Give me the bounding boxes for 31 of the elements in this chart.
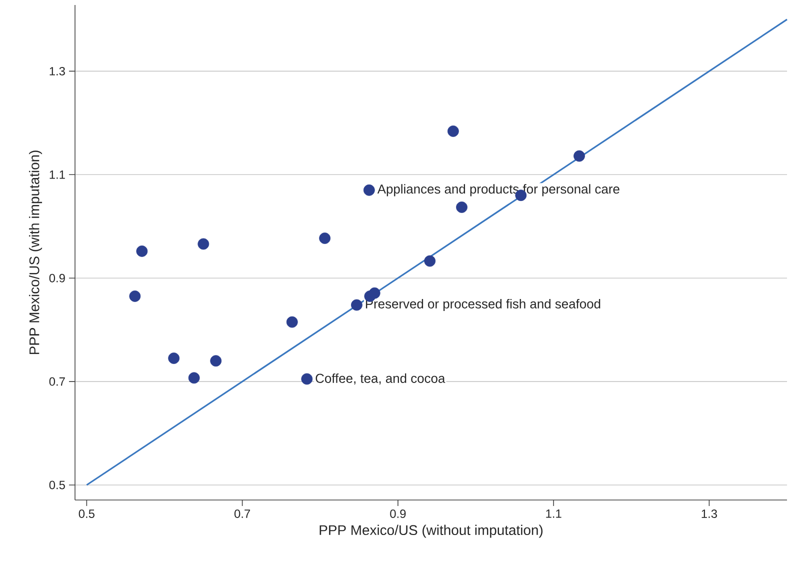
x-tick-label: 1.3 <box>702 510 717 518</box>
y-tick-label: 1.3 <box>50 66 65 76</box>
y-tick-label: 0.5 <box>49 480 65 490</box>
point <box>188 372 200 384</box>
point <box>424 255 436 267</box>
annotation: Preserved or processed fish and seafood <box>366 298 600 312</box>
y-tick-label: 0.9 <box>49 274 65 282</box>
annotation: Appliances and products for personal care <box>377 184 620 196</box>
annotation: Coffee, tea, and cocoa <box>316 373 446 384</box>
point <box>136 245 148 257</box>
y-axis-title: PPP Mexico/US (with imputation) <box>29 150 42 354</box>
x-tick-label: 1.1 <box>546 510 562 518</box>
y-tick-label: 0.7 <box>49 377 65 386</box>
point <box>301 373 313 385</box>
x-axis-title: PPP Mexico/US (without imputation) <box>320 524 543 538</box>
x-tick-label: 0.9 <box>390 510 406 518</box>
point <box>574 150 585 162</box>
point <box>129 290 141 302</box>
point <box>368 287 380 299</box>
point <box>210 355 222 367</box>
point <box>351 299 362 311</box>
point <box>447 125 459 137</box>
x-tick-label: 0.7 <box>234 510 250 518</box>
y-tick-label: 1.1 <box>50 170 65 179</box>
point <box>168 352 180 364</box>
point <box>456 202 468 213</box>
point <box>198 238 210 250</box>
point <box>319 232 330 244</box>
point <box>286 316 298 328</box>
x-tick-label: 0.5 <box>78 510 94 518</box>
point <box>363 184 375 196</box>
